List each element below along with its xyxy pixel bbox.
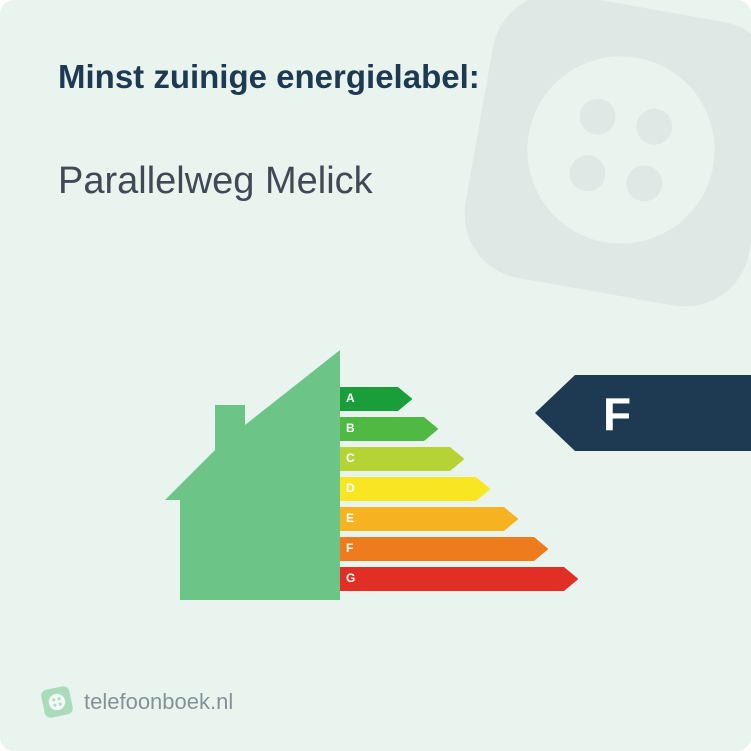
brand-footer: telefoonboek.nl xyxy=(40,685,233,719)
bar-label: C xyxy=(346,451,355,465)
bar-arrow-icon xyxy=(340,507,518,531)
bar-label: G xyxy=(346,571,355,585)
page-title: Minst zuinige energielabel: xyxy=(58,58,480,96)
bar-arrow-icon xyxy=(340,567,578,591)
bar-label: D xyxy=(346,481,355,495)
bar-label: B xyxy=(346,421,355,435)
energy-chart: A B C D E F G xyxy=(165,350,605,630)
house-icon xyxy=(165,350,340,600)
bar-arrow-icon xyxy=(340,477,490,501)
energy-label-card: Minst zuinige energielabel: Parallelweg … xyxy=(0,0,751,751)
brand-name: telefoonboek xyxy=(84,689,210,714)
brand-text: telefoonboek.nl xyxy=(84,689,233,715)
watermark-icon xyxy=(412,0,751,359)
bar-arrow-icon xyxy=(340,447,464,471)
location-name: Parallelweg Melick xyxy=(58,160,373,203)
bar-label: E xyxy=(346,511,354,525)
brand-tld: .nl xyxy=(210,689,233,714)
rating-letter: F xyxy=(603,387,631,441)
brand-icon xyxy=(37,682,77,722)
bar-label: F xyxy=(346,541,353,555)
bar-label: A xyxy=(346,391,355,405)
bar-arrow-icon xyxy=(340,537,548,561)
